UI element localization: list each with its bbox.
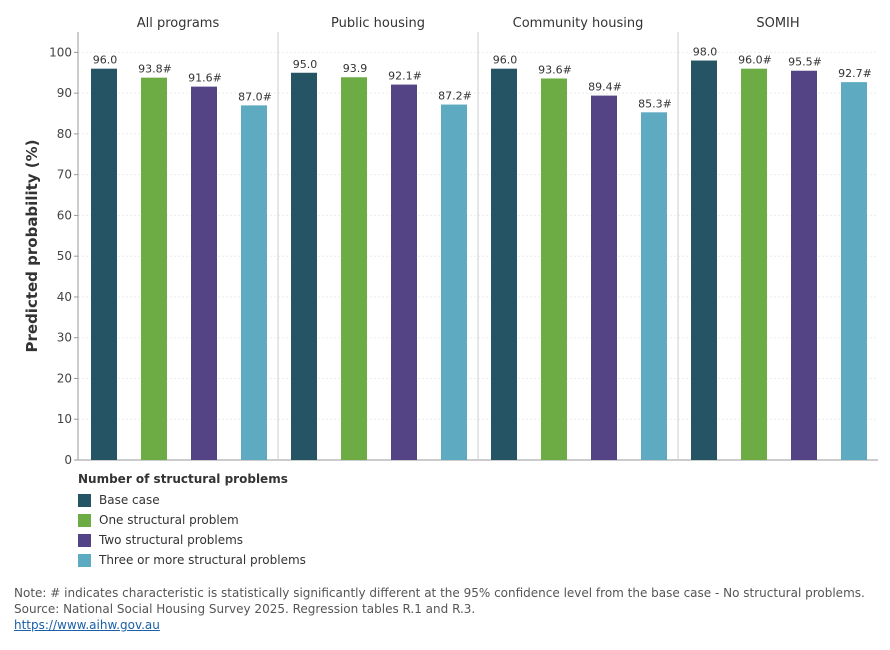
legend-swatch [78,533,91,547]
y-tick-label: 30 [57,331,72,345]
y-tick-label: 60 [57,208,72,222]
panels: All programs 96.0 93.8# 91.6# 87.0# Public ho… [91,16,872,461]
panel-all-programs: All programs 96.0 93.8# 91.6# 87.0# [91,16,272,461]
bar [291,72,317,460]
panel-public-housing: Public housing 95.0 93.9 92.1# 87.2# [277,16,472,461]
bar [541,78,567,461]
data-label: 96.0# [738,54,772,67]
aihw-link[interactable]: https://www.aihw.gov.au [14,618,160,632]
legend-label: Three or more structural problems [99,553,306,567]
note-text: Note: # indicates characteristic is stat… [14,586,865,600]
data-label: 95.5# [788,56,822,69]
bar [791,70,817,460]
data-label: 87.0# [238,90,272,103]
bar [591,95,617,461]
y-tick-label: 90 [57,86,72,100]
bar [91,68,117,460]
bar [641,112,667,460]
bar [341,77,367,460]
data-label: 87.2# [438,90,472,103]
bar [491,68,517,460]
legend-items: Base case One structural problem Two struc… [78,490,306,570]
data-label: 96.0 [93,54,118,67]
legend-title: Number of structural problems [78,472,288,486]
y-tick-label: 50 [57,249,72,263]
data-label: 93.6# [538,63,572,76]
legend-label: One structural problem [99,513,239,527]
data-label: 96.0 [493,54,518,67]
panel-community-housing: Community housing 96.0 93.6# 89.4# 85.3# [477,16,672,461]
data-label: 91.6# [188,72,222,85]
panel-title: All programs [137,16,220,31]
bar [741,68,767,460]
notes: Note: # indicates characteristic is stat… [14,585,865,633]
data-label: 92.1# [388,70,422,83]
panel-somih: SOMIH 98.0 96.0# 95.5# 92.7# [677,16,872,461]
y-axis-label: Predicted probability (%) [23,139,41,352]
data-label: 85.3# [638,97,672,110]
y-tick-label: 70 [57,168,72,182]
bar [191,86,217,461]
legend-swatch [78,493,91,507]
bar [241,105,267,460]
legend-item[interactable]: Base case [78,490,306,510]
y-tick-label: 100 [49,45,72,59]
bar [691,60,717,461]
y-tick-label: 10 [57,412,72,426]
data-label: 95.0 [293,58,318,71]
legend-item[interactable]: Two structural problems [78,530,306,550]
bar [391,84,417,460]
legend-swatch [78,513,91,527]
bar [841,82,867,460]
y-tick-label: 20 [57,371,72,385]
legend-item[interactable]: One structural problem [78,510,306,530]
panel-title: Community housing [513,16,644,31]
legend: Number of structural problems Base case O… [78,472,306,570]
legend-item[interactable]: Three or more structural problems [78,550,306,570]
data-label: 98.0 [693,46,718,59]
y-tick-label: 40 [57,290,72,304]
data-label: 89.4# [588,81,622,94]
legend-label: Base case [99,493,160,507]
y-tick-label: 80 [57,127,72,141]
data-label: 93.8# [138,63,172,76]
y-tick-label: 0 [64,453,72,467]
bar [441,104,467,461]
data-label: 92.7# [838,67,872,80]
bar [141,77,167,461]
data-label: 93.9 [343,62,368,75]
panel-title: SOMIH [756,16,799,31]
panel-title: Public housing [331,16,425,31]
source-text: Source: National Social Housing Survey 2… [14,602,476,616]
legend-swatch [78,553,91,567]
legend-label: Two structural problems [99,533,244,547]
chart: Predicted probability (%) 0 10 20 30 40 50 60 7… [23,16,878,467]
